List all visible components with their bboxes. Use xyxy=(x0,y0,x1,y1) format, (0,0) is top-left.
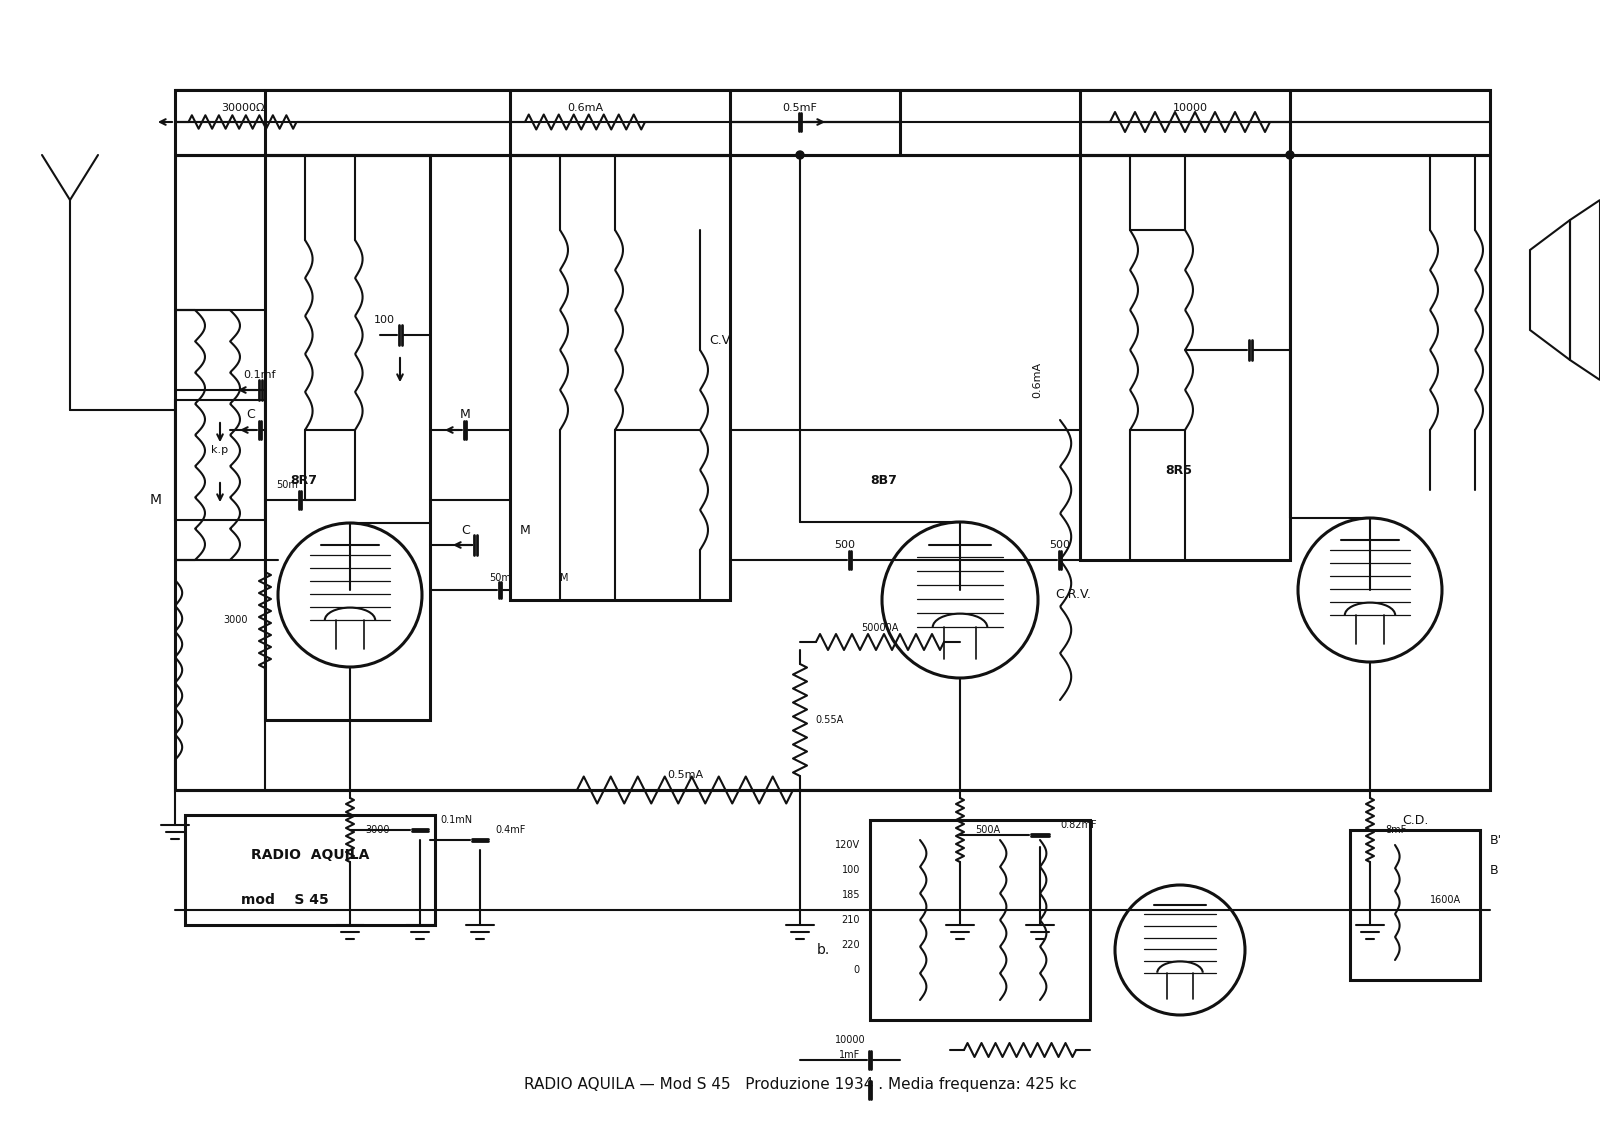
Text: RADIO AQUILA — Mod S 45   Produzione 1934 . Media frequenza: 425 kc: RADIO AQUILA — Mod S 45 Produzione 1934 … xyxy=(523,1078,1077,1093)
Text: 50m: 50m xyxy=(490,573,510,582)
Bar xyxy=(266,155,430,720)
Text: 8R7: 8R7 xyxy=(290,474,317,486)
Text: M: M xyxy=(150,493,162,507)
Text: B': B' xyxy=(1490,834,1502,846)
Text: 0.55A: 0.55A xyxy=(814,715,843,725)
Text: 0.82mF: 0.82mF xyxy=(1059,820,1096,830)
Text: C.V: C.V xyxy=(709,334,731,346)
Text: 1600A: 1600A xyxy=(1430,895,1461,905)
Text: 30000Ω: 30000Ω xyxy=(221,103,264,113)
Text: k.p: k.p xyxy=(211,444,229,455)
Text: 8R5: 8R5 xyxy=(1165,464,1192,476)
Text: 0.5mA: 0.5mA xyxy=(667,770,702,780)
Text: 220: 220 xyxy=(842,940,861,950)
Text: M: M xyxy=(459,408,470,422)
Text: 50000A: 50000A xyxy=(861,623,899,633)
Text: B: B xyxy=(1490,863,1499,877)
Text: 0: 0 xyxy=(854,965,861,975)
Text: C.R.V.: C.R.V. xyxy=(1054,588,1091,602)
Circle shape xyxy=(797,152,805,159)
Text: 1mF: 1mF xyxy=(840,1050,861,1060)
Text: RADIO  AQUILA: RADIO AQUILA xyxy=(251,848,370,862)
Bar xyxy=(174,90,1490,789)
Text: 0.6mA: 0.6mA xyxy=(566,103,603,113)
Text: 500: 500 xyxy=(835,539,856,550)
Circle shape xyxy=(1286,152,1294,159)
Bar xyxy=(1350,830,1480,979)
Text: 8B7: 8B7 xyxy=(870,474,898,486)
Text: 185: 185 xyxy=(842,890,861,900)
Text: C.D.: C.D. xyxy=(1402,813,1429,827)
Text: mod    S 45: mod S 45 xyxy=(242,893,330,907)
Text: 50m: 50m xyxy=(277,480,298,490)
Text: 10000: 10000 xyxy=(1173,103,1208,113)
Text: C: C xyxy=(246,408,254,422)
Bar xyxy=(510,155,730,601)
Text: 100: 100 xyxy=(374,316,395,325)
Bar xyxy=(1080,155,1290,560)
Text: 0.6mA: 0.6mA xyxy=(1032,362,1042,398)
Text: 10000: 10000 xyxy=(835,1035,866,1045)
Text: 500A: 500A xyxy=(974,824,1000,835)
Bar xyxy=(870,820,1090,1020)
Text: M: M xyxy=(560,573,568,582)
Bar xyxy=(186,815,435,925)
Text: 100: 100 xyxy=(842,865,861,875)
Text: 500: 500 xyxy=(1050,539,1070,550)
Text: 0.1mN: 0.1mN xyxy=(440,815,472,824)
Text: 8mF: 8mF xyxy=(1386,824,1406,835)
Text: 120V: 120V xyxy=(835,840,861,851)
Text: 3000: 3000 xyxy=(224,615,248,625)
Text: 0.1mf: 0.1mf xyxy=(243,370,277,380)
Text: 0.5mF: 0.5mF xyxy=(782,103,818,113)
Bar xyxy=(174,400,266,520)
Text: C: C xyxy=(461,524,470,536)
Text: 210: 210 xyxy=(842,915,861,925)
Text: 0.4mF: 0.4mF xyxy=(494,824,525,835)
Text: b.: b. xyxy=(816,943,830,957)
Text: M: M xyxy=(520,524,531,536)
Text: 3000: 3000 xyxy=(365,824,389,835)
